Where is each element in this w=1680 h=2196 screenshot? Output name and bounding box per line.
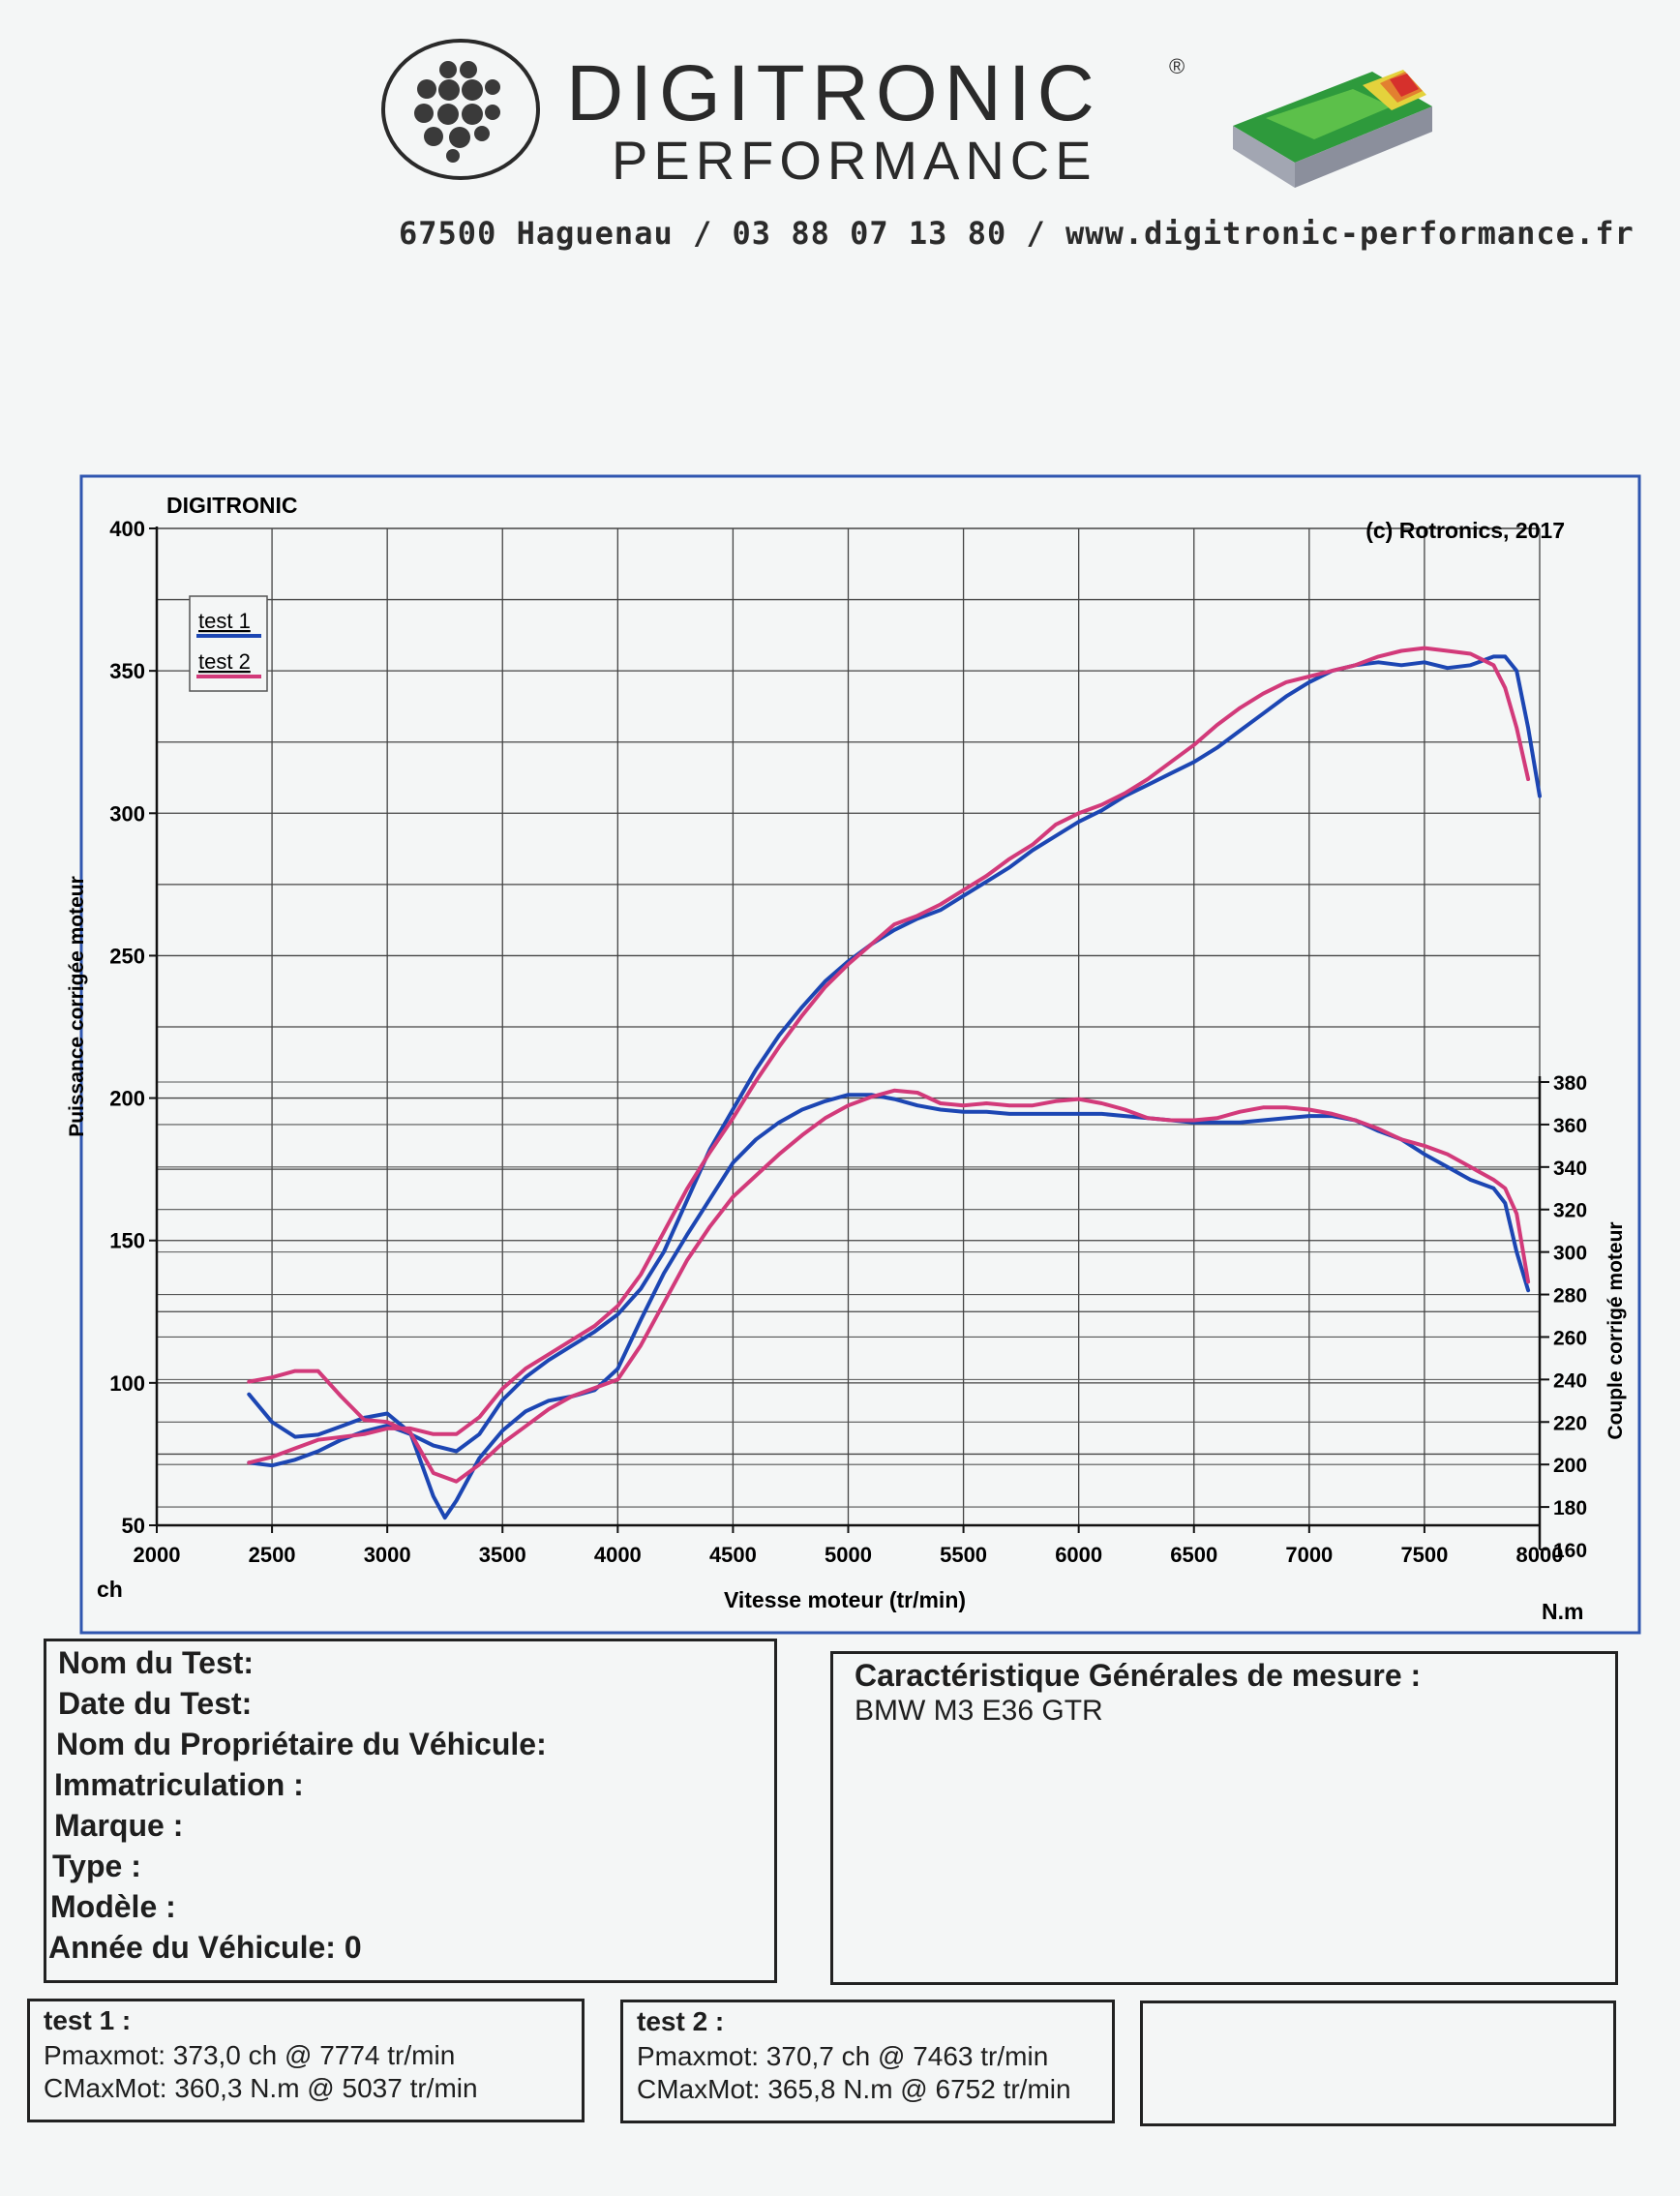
y-right-tick-280: 280 (1553, 1285, 1587, 1308)
x-tick-3500: 3500 (479, 1543, 526, 1567)
chart-title: DIGITRONIC (166, 493, 297, 518)
x-tick-8000: 8000 (1516, 1543, 1564, 1567)
y-right-tick-360: 360 (1553, 1115, 1587, 1137)
vehicle-info-box: Nom du Test: Date du Test: Nom du Propri… (44, 1639, 777, 1983)
x-tick-5500: 5500 (940, 1543, 987, 1567)
registered-mark: ® (1169, 54, 1185, 78)
info-row-brand: Marque : (54, 1808, 184, 1843)
test2-cmax: CMaxMot: 365,8 N.m @ 6752 tr/min (637, 2074, 1071, 2104)
y-right-tick-160: 160 (1553, 1540, 1587, 1562)
x-tick-2500: 2500 (249, 1543, 296, 1567)
y-left-label: Puissance corrigée moteur (66, 876, 88, 1137)
y-left-tick-200: 200 (109, 1087, 145, 1111)
chart-legend: test 1 test 2 (189, 595, 268, 692)
info-row-owner: Nom du Propriétaire du Véhicule: (56, 1727, 547, 1761)
test1-results-title: test 1 : (44, 2005, 132, 2035)
test1-cmax: CMaxMot: 360,3 N.m @ 5037 tr/min (44, 2073, 478, 2103)
legend-label-test1: test 1 (198, 609, 251, 633)
brand-logo-circle (381, 39, 540, 180)
x-tick-4500: 4500 (709, 1543, 757, 1567)
y-right-unit: N.m (1542, 1599, 1583, 1624)
y-right-tick-320: 320 (1553, 1200, 1587, 1222)
y-left-tick-400: 400 (109, 517, 145, 541)
contact-line: 67500 Haguenau / 03 88 07 13 80 / www.di… (399, 215, 1635, 252)
measurement-title: Caractéristique Générales de mesure : (855, 1658, 1422, 1693)
performance-map-graphic (1233, 70, 1432, 188)
x-tick-2000: 2000 (134, 1543, 181, 1567)
measurement-vehicle: BMW M3 E36 GTR (855, 1695, 1103, 1727)
x-tick-6000: 6000 (1055, 1543, 1102, 1567)
y-right-tick-240: 240 (1553, 1369, 1587, 1392)
info-row-type: Type : (52, 1849, 141, 1883)
test1-power-curve (247, 654, 1542, 1468)
x-tick-7000: 7000 (1285, 1543, 1333, 1567)
y-left-tick-300: 300 (109, 801, 145, 826)
y-left-tick-250: 250 (109, 944, 145, 968)
y-right-tick-200: 200 (1553, 1455, 1587, 1477)
chart-frame (79, 474, 1641, 1635)
chart-ticks: 2000 2500 3000 3500 4000 4500 5000 5500 6000 6500… (109, 517, 1587, 1567)
info-row-test-date: Date du Test: (58, 1686, 253, 1721)
chart-copyright: (c) Rotronics, 2017 (1365, 518, 1565, 543)
test2-pmax: Pmaxmot: 370,7 ch @ 7463 tr/min (637, 2041, 1049, 2071)
y-right-tick-220: 220 (1553, 1412, 1587, 1434)
y-right-tick-300: 300 (1553, 1243, 1587, 1265)
x-axis-label: Vitesse moteur (tr/min) (724, 1587, 966, 1612)
test2-torque-curve (247, 1088, 1531, 1484)
y-right-tick-180: 180 (1553, 1497, 1587, 1519)
test1-pmax: Pmaxmot: 373,0 ch @ 7774 tr/min (44, 2040, 456, 2070)
x-tick-6500: 6500 (1170, 1543, 1217, 1567)
y-left-tick-150: 150 (109, 1229, 145, 1253)
test2-power-curve (247, 646, 1531, 1465)
brand-subtitle: PERFORMANCE (612, 130, 1097, 191)
chart-grid (156, 527, 1541, 1525)
measurement-box: Caractéristique Générales de mesure : BM… (830, 1651, 1618, 1985)
info-row-test-name: Nom du Test: (58, 1645, 255, 1680)
x-tick-5000: 5000 (825, 1543, 872, 1567)
y-right-tick-380: 380 (1553, 1072, 1587, 1095)
test1-results-box: test 1 : Pmaxmot: 373,0 ch @ 7774 tr/min… (27, 1999, 585, 2122)
x-tick-7500: 7500 (1400, 1543, 1448, 1567)
chart-curves (247, 646, 1542, 1520)
y-right-label: Couple corrigé moteur (1605, 1221, 1627, 1439)
info-row-vehicle-year: Année du Véhicule: 0 (48, 1930, 362, 1965)
y-right-tick-340: 340 (1553, 1158, 1587, 1180)
y-right-tick-260: 260 (1553, 1327, 1587, 1349)
brand-name: DIGITRONIC (566, 49, 1101, 137)
info-row-registration: Immatriculation : (54, 1767, 304, 1802)
x-tick-3000: 3000 (364, 1543, 411, 1567)
y-left-unit: ch (97, 1577, 123, 1602)
dyno-chart: 2000 2500 3000 3500 4000 4500 5000 5500 6000 6500… (66, 474, 1641, 1635)
test2-results-title: test 2 : (637, 2006, 725, 2036)
x-tick-4000: 4000 (594, 1543, 642, 1567)
info-row-model: Modèle : (50, 1889, 176, 1924)
legend-label-test2: test 2 (198, 649, 251, 674)
y-left-tick-50: 50 (122, 1514, 145, 1538)
test2-results-box: test 2 : Pmaxmot: 370,7 ch @ 7463 tr/min… (620, 2000, 1115, 2123)
y-left-tick-100: 100 (109, 1371, 145, 1396)
empty-results-box (1140, 2000, 1616, 2126)
y-left-tick-350: 350 (109, 659, 145, 683)
